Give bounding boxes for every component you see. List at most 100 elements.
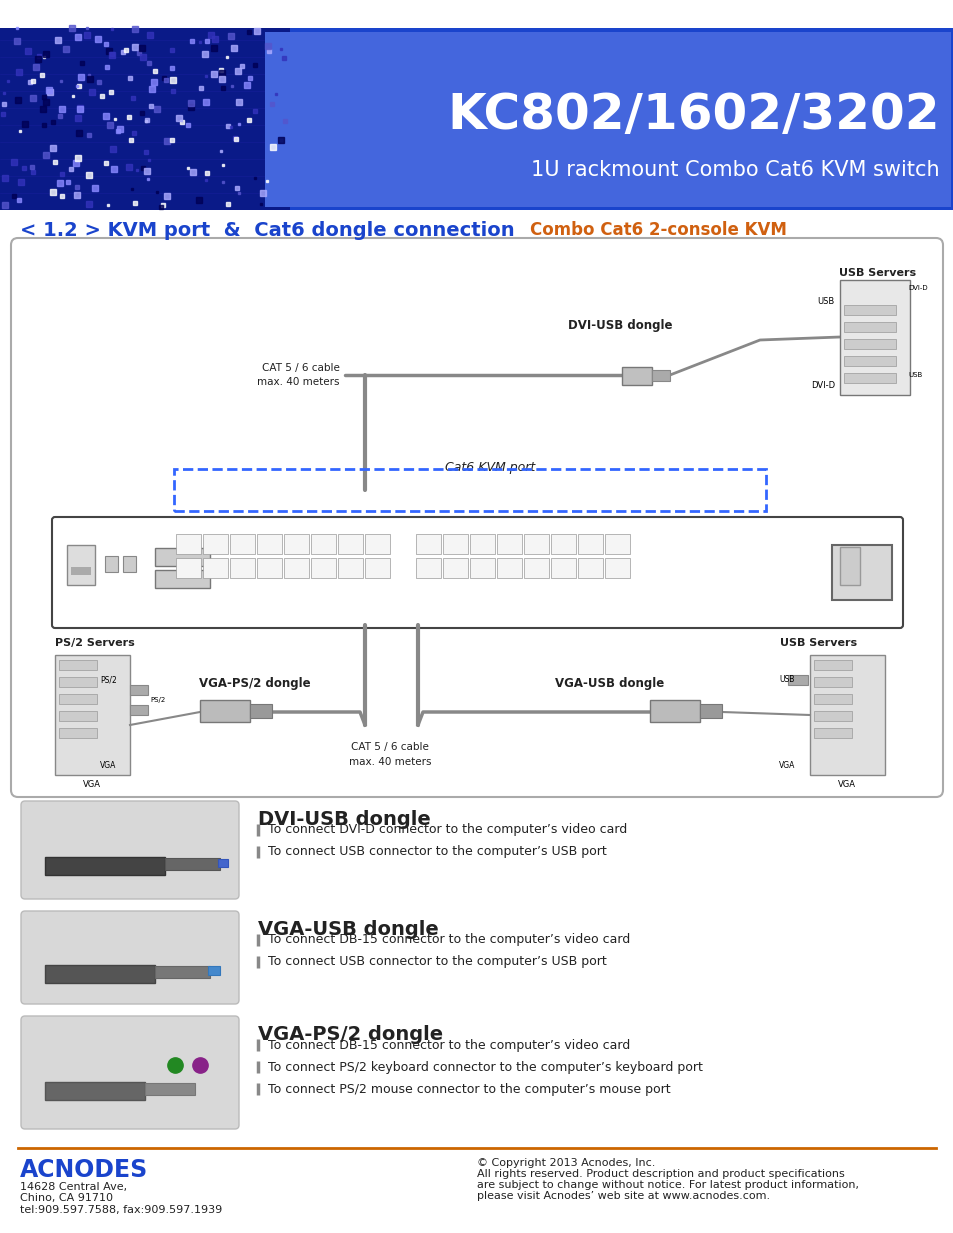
Bar [470,559,495,578]
Bar [840,547,859,584]
Text: All rights reserved. Product description and product specifications: All rights reserved. Product description… [476,1169,843,1179]
Bar [813,711,851,721]
Bar [203,559,228,578]
Bar [0,0,953,28]
Bar [578,534,602,554]
Bar [470,534,495,554]
Text: tel:909.597.7588, fax:909.597.1939: tel:909.597.7588, fax:909.597.1939 [20,1205,222,1215]
Bar [813,694,851,704]
Bar [145,1083,194,1095]
Text: USB Servers: USB Servers [780,637,856,649]
FancyBboxPatch shape [21,911,239,1004]
Bar [230,559,254,578]
Text: 1U rackmount Combo Cat6 KVM switch: 1U rackmount Combo Cat6 KVM switch [531,160,939,180]
Bar [154,547,210,566]
Bar [59,694,97,704]
Bar [55,655,130,776]
Text: To connect USB connector to the computer’s USB port: To connect USB connector to the computer… [268,846,606,858]
Bar [523,534,548,554]
Bar [840,280,909,395]
Text: 14628 Central Ave,: 14628 Central Ave, [20,1182,127,1192]
Bar [67,545,95,584]
Bar [284,559,309,578]
Text: USB: USB [907,372,922,379]
Bar [843,322,895,332]
Bar [208,965,220,975]
Bar [59,711,97,721]
Text: KC802/1602/3202: KC802/1602/3202 [447,91,939,139]
Bar [175,534,201,554]
Bar [45,1083,145,1100]
Text: VGA-USB dongle: VGA-USB dongle [257,920,438,940]
Bar [551,534,576,554]
Text: Chino, CA 91710: Chino, CA 91710 [20,1194,112,1203]
Text: VGA: VGA [100,761,116,769]
Bar [175,559,201,578]
Bar [59,727,97,739]
Text: max. 40 meters: max. 40 meters [257,377,339,387]
Bar [130,686,148,695]
Text: To connect DVI-D connector to the computer’s video card: To connect DVI-D connector to the comput… [268,824,626,836]
Bar [700,704,721,718]
Bar [831,545,891,600]
Bar [813,727,851,739]
Bar [604,559,629,578]
Bar [843,356,895,366]
Text: To connect DB-15 connector to the computer’s video card: To connect DB-15 connector to the comput… [268,1038,630,1052]
Text: To connect DB-15 connector to the computer’s video card: To connect DB-15 connector to the comput… [268,933,630,947]
Bar [843,374,895,383]
Bar [365,559,390,578]
Text: VGA: VGA [778,761,794,769]
Bar [813,660,851,670]
Bar [365,534,390,554]
Text: VGA: VGA [837,780,855,789]
Bar [442,534,468,554]
Bar [604,534,629,554]
Text: are subject to change without notice. For latest product information,: are subject to change without notice. Fo… [476,1180,858,1190]
Bar [442,559,468,578]
Bar [416,534,440,554]
Text: DVI-D: DVI-D [907,285,926,291]
Text: © Copyright 2013 Acnodes, Inc.: © Copyright 2013 Acnodes, Inc. [476,1158,655,1168]
Bar [0,28,290,210]
Bar [311,534,335,554]
FancyBboxPatch shape [21,801,239,899]
Bar [45,857,165,875]
Bar [105,556,118,572]
Bar [497,534,521,554]
Text: PS/2: PS/2 [150,697,165,703]
Text: To connect PS/2 mouse connector to the computer’s mouse port: To connect PS/2 mouse connector to the c… [268,1083,670,1095]
Text: Cat6 KVM port: Cat6 KVM port [444,461,535,475]
Text: CAT 5 / 6 cable: CAT 5 / 6 cable [262,363,339,374]
Bar [621,367,651,385]
Bar [649,700,700,723]
Bar [843,339,895,349]
Bar [311,559,335,578]
Bar [813,677,851,687]
Bar [809,655,884,776]
Bar [203,534,228,554]
Bar [651,370,669,381]
Text: VGA-PS/2 dongle: VGA-PS/2 dongle [199,677,311,689]
Text: USB Servers: USB Servers [839,268,916,277]
Bar [123,556,136,572]
Bar [200,700,250,723]
FancyBboxPatch shape [265,32,950,207]
Bar [230,534,254,554]
Bar [154,965,210,978]
Bar [154,570,210,588]
Bar [551,559,576,578]
Bar [71,567,91,575]
Text: VGA-PS/2 dongle: VGA-PS/2 dongle [257,1025,442,1044]
Bar [45,965,154,983]
Text: VGA: VGA [83,780,101,789]
FancyBboxPatch shape [52,517,902,628]
Text: VGA-USB dongle: VGA-USB dongle [555,677,664,689]
Bar [165,858,220,870]
Text: max. 40 meters: max. 40 meters [349,757,431,767]
FancyBboxPatch shape [11,238,942,797]
Text: USB: USB [817,297,834,307]
Text: < 1.2 > KVM port  &  Cat6 dongle connection: < 1.2 > KVM port & Cat6 dongle connectio… [20,221,514,239]
Text: CAT 5 / 6 cable: CAT 5 / 6 cable [351,742,429,752]
Bar [523,559,548,578]
